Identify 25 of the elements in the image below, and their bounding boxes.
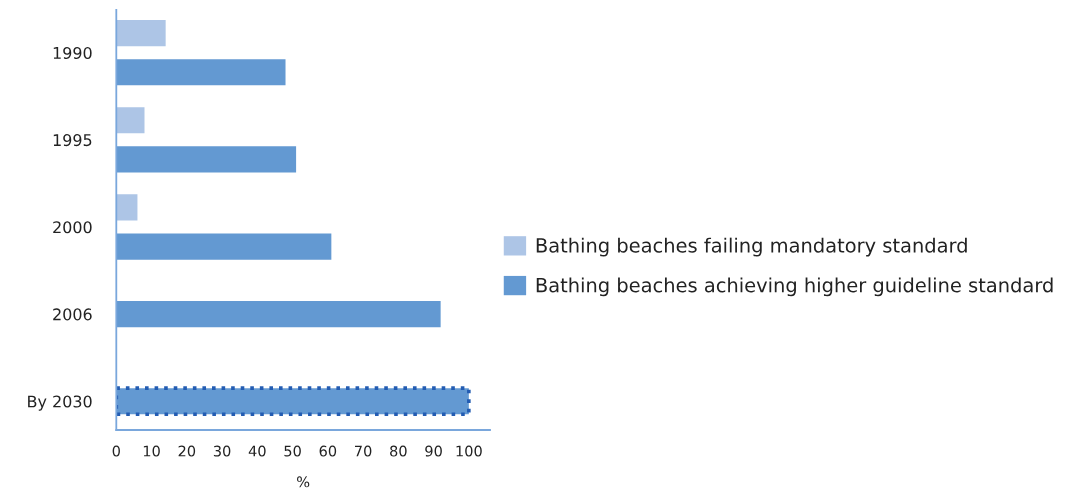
y-tick-label: 1990 xyxy=(53,46,92,59)
x-tick-label: 100 xyxy=(456,445,482,457)
legend-label: Bathing beaches achieving higher guideline standard xyxy=(536,277,1053,297)
y-tick-label: 2000 xyxy=(53,221,92,234)
x-tick-label: 10 xyxy=(143,445,160,457)
x-tick-label: 70 xyxy=(355,445,372,457)
legend-label: Bathing beaches failing mandatory standard xyxy=(536,237,967,257)
bar xyxy=(116,233,332,260)
x-tick-label: 50 xyxy=(284,445,301,457)
x-tick-label: 30 xyxy=(213,445,231,457)
x-tick-label: 20 xyxy=(178,445,196,457)
x-tick-label: 90 xyxy=(425,445,442,457)
y-tick-label: By 2030 xyxy=(28,395,92,411)
bar xyxy=(116,20,166,47)
bar xyxy=(116,107,145,134)
bar xyxy=(116,59,286,86)
x-axis-title: % xyxy=(297,476,310,488)
y-tick-label: 1995 xyxy=(53,134,92,147)
bar xyxy=(116,146,297,173)
x-tick-label: 40 xyxy=(248,445,266,457)
x-tick-label: 80 xyxy=(390,445,407,457)
y-tick-label: 2006 xyxy=(53,308,92,321)
bar xyxy=(116,194,138,221)
x-tick-label: 0 xyxy=(112,445,120,457)
x-tick-label: 60 xyxy=(319,445,337,457)
